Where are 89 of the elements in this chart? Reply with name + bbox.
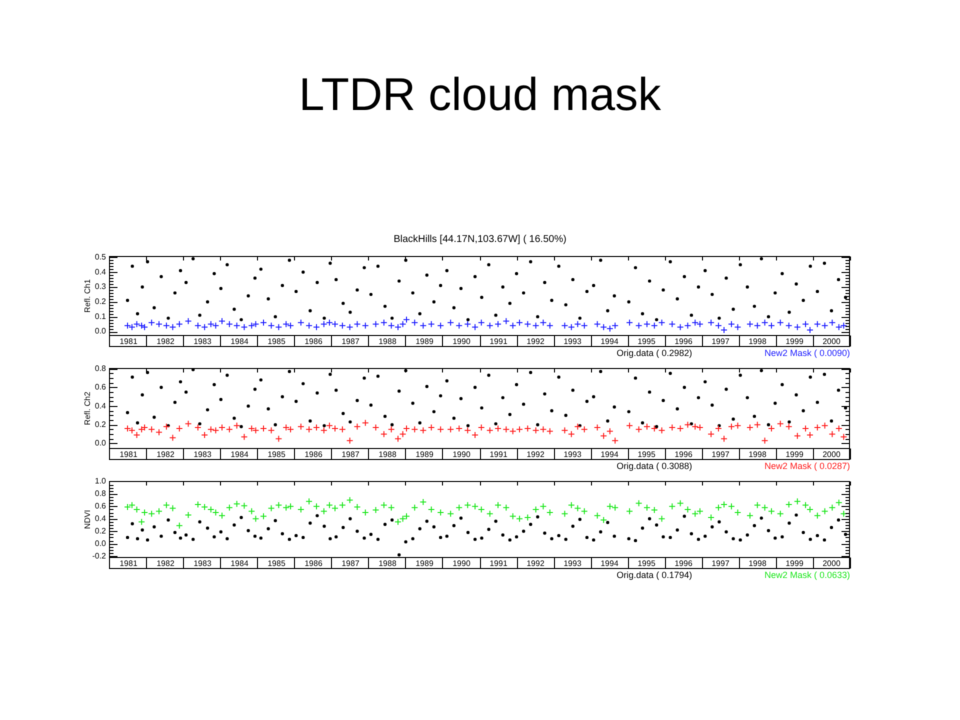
y-tick-label: 0.4 — [94, 401, 107, 410]
series-label: New2 Mask ( 0.0287) — [764, 460, 850, 471]
y-axis-title: Refl. Ch2 — [83, 391, 92, 426]
x-tick-label: 1990 — [452, 450, 471, 460]
x-tick-label: 1984 — [230, 337, 249, 346]
chart-title: LTDR cloud mask — [298, 67, 662, 122]
x-tick-label: 1990 — [452, 337, 471, 346]
y-tick-label: 0.0 — [94, 326, 107, 336]
y-tick-label: 0.6 — [94, 502, 107, 511]
x-tick-label: 1994 — [600, 559, 619, 568]
x-tick-label: 1981 — [120, 450, 138, 460]
x-tick-label: 1992 — [526, 337, 545, 346]
x-tick-label: 2000 — [822, 337, 841, 346]
y-tick-label: 0.5 — [94, 252, 107, 262]
x-tick-label: 1992 — [526, 559, 545, 568]
y-tick-label: 0.2 — [94, 526, 107, 536]
x-tick-label: 1996 — [674, 450, 693, 460]
x-tick-label: 1994 — [600, 450, 619, 460]
x-tick-label: 1989 — [416, 450, 434, 460]
x-tick-label: 1999 — [786, 337, 804, 346]
x-tick-label: 1985 — [268, 559, 286, 568]
x-tick-label: 1989 — [416, 559, 434, 568]
x-tick-label: 1982 — [156, 450, 175, 460]
x-tick-label: 1993 — [564, 337, 582, 346]
y-tick-label: 0.1 — [94, 312, 107, 321]
x-tick-label: 1997 — [712, 337, 730, 346]
y-tick-label: 0.6 — [94, 382, 107, 392]
text: Orig.data ( 0.2982) — [616, 348, 692, 358]
x-tick-label: 1983 — [194, 450, 212, 460]
text: Orig.data ( 0.1794) — [616, 570, 692, 580]
x-tick-label: 1985 — [268, 450, 286, 460]
x-tick-label: 1991 — [490, 337, 508, 346]
x-tick-label: 1997 — [712, 450, 730, 460]
y-axis-title: NDVI — [83, 510, 92, 529]
x-tick-label: 1997 — [712, 559, 730, 568]
x-tick-label: 1995 — [638, 450, 656, 460]
x-tick-label: 1998 — [748, 559, 767, 568]
x-tick-label: 1986 — [304, 450, 323, 460]
x-tick-label: 1996 — [674, 559, 693, 568]
x-tick-label: 1991 — [490, 450, 508, 460]
x-tick-label: 1999 — [786, 559, 804, 568]
x-tick-label: 1993 — [564, 559, 582, 568]
text: Orig.data ( 0.3088) — [616, 460, 692, 471]
x-tick-label: 1998 — [748, 337, 767, 346]
x-tick-label: 2000 — [822, 450, 841, 460]
y-tick-label: 0.8 — [94, 489, 107, 498]
x-tick-label: 1986 — [304, 559, 323, 568]
x-tick-label: 1994 — [600, 337, 619, 346]
y-tick-label: -0.2 — [92, 551, 107, 560]
x-tick-label: 2000 — [822, 559, 841, 568]
y-tick-label: 1.0 — [94, 476, 107, 486]
x-tick-label: 1996 — [674, 337, 693, 346]
x-tick-label: 1988 — [378, 337, 397, 346]
x-tick-label: 1999 — [786, 450, 804, 460]
x-tick-label: 1982 — [156, 559, 175, 568]
x-tick-label: 1983 — [194, 559, 212, 568]
x-tick-label: 1987 — [342, 337, 360, 346]
y-tick-label: 0.4 — [94, 514, 107, 523]
x-tick-label: 1986 — [304, 337, 323, 346]
x-tick-label: 1984 — [230, 559, 249, 568]
y-tick-label: 0.2 — [94, 420, 107, 429]
x-tick-label: 1981 — [120, 337, 138, 346]
y-tick-label: 0.0 — [94, 538, 107, 548]
y-tick-label: 0.3 — [94, 282, 107, 292]
x-tick-label: 1981 — [120, 559, 138, 568]
x-tick-label: 1990 — [452, 559, 471, 568]
x-tick-label: 1992 — [526, 450, 545, 460]
chart-subtitle: BlackHills [44.17N,103.67W] ( 16.50%) — [392, 234, 568, 246]
y-tick-label: 0.4 — [94, 267, 107, 276]
x-tick-label: 1995 — [638, 337, 656, 346]
x-tick-label: 1988 — [378, 559, 397, 568]
y-axis-title: Refl. Ch1 — [83, 278, 92, 313]
x-tick-label: 1987 — [342, 450, 360, 460]
x-tick-label: 1988 — [378, 450, 397, 460]
x-tick-label: 1985 — [268, 337, 286, 346]
y-tick-label: 0.8 — [94, 364, 107, 373]
x-tick-label: 1993 — [564, 450, 582, 460]
x-tick-label: 1984 — [230, 450, 249, 460]
y-tick-label: 0.2 — [94, 297, 107, 306]
x-tick-label: 1989 — [416, 337, 434, 346]
text: New2 Mask ( 0.0090) — [764, 348, 850, 358]
y-tick-label: 0.0 — [94, 438, 107, 448]
text: New2 Mask ( 0.0633) — [764, 570, 850, 580]
x-tick-label: 1998 — [748, 450, 767, 460]
x-tick-label: 1983 — [194, 337, 212, 346]
x-tick-label: 1991 — [490, 559, 508, 568]
x-tick-label: 1982 — [156, 337, 175, 346]
x-tick-label: 1995 — [638, 559, 656, 568]
x-tick-label: 1987 — [342, 559, 360, 568]
